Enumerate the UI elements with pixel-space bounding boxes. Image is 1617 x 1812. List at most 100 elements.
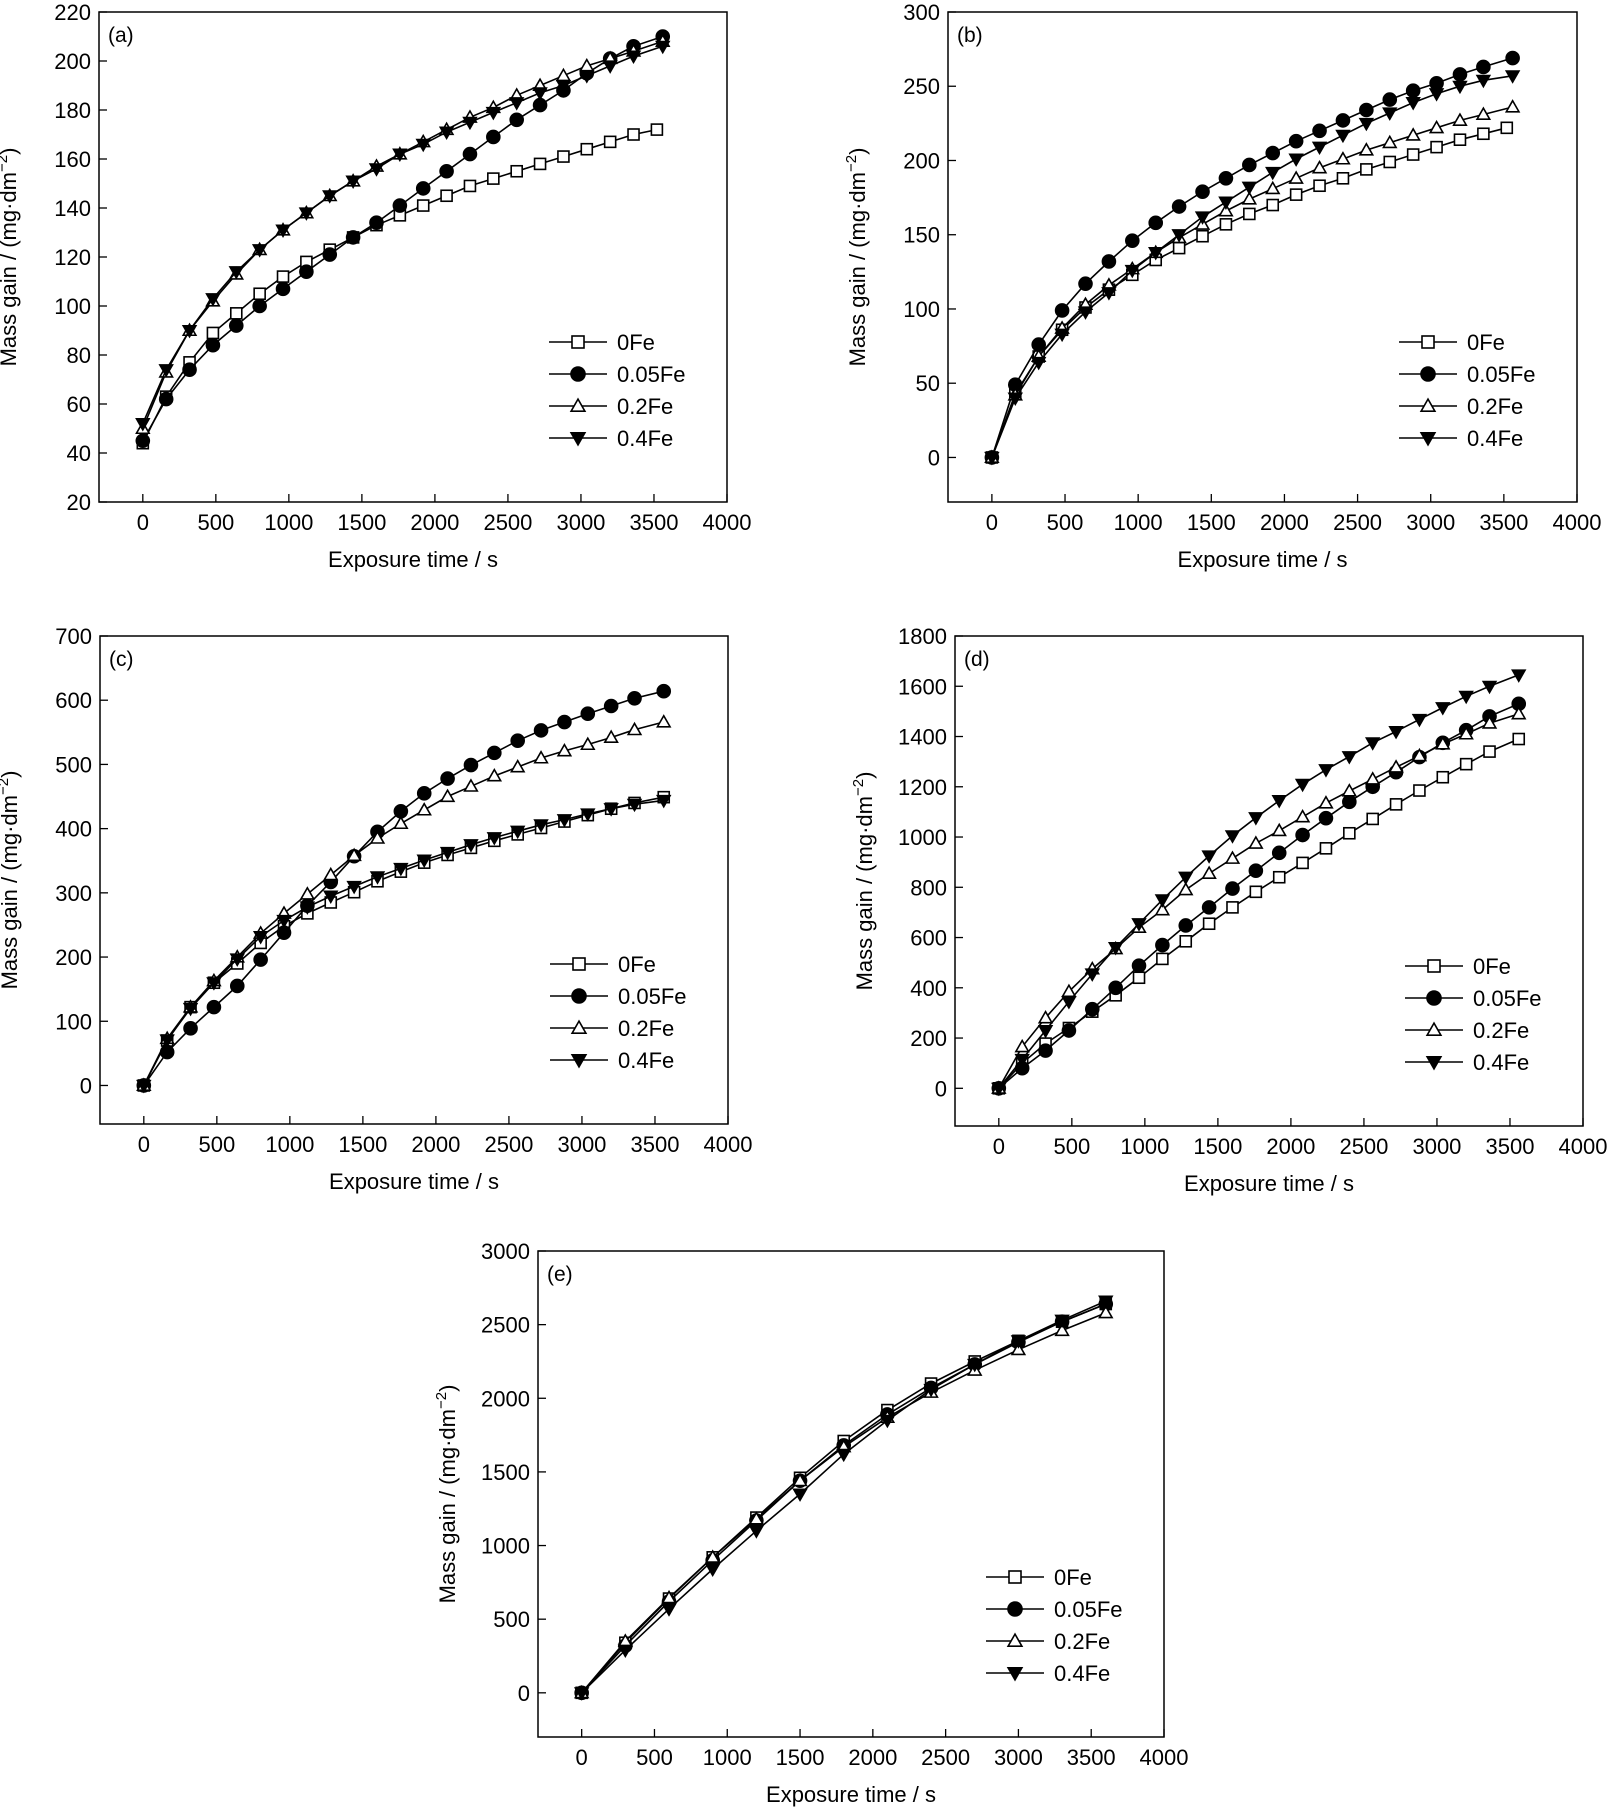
data-point — [1296, 856, 1309, 870]
y-axis-title-main: Mass gain / (mg·dm — [845, 172, 870, 366]
data-point — [792, 1472, 808, 1487]
y-tick-label: 800 — [910, 875, 947, 900]
data-point — [1364, 771, 1381, 785]
data-point — [1054, 1322, 1070, 1337]
data-point — [748, 1525, 765, 1539]
x-tick-label: 4000 — [1553, 510, 1602, 535]
chart-panel-d: 0 500 1000 1500 2000 2500 3000 3500 4000 0 200 400 6… — [850, 624, 1607, 1196]
data-point — [135, 433, 151, 449]
y-tick-label: 2500 — [481, 1313, 530, 1338]
panel-label: (b) — [957, 24, 983, 47]
data-point — [159, 1034, 175, 1048]
x-tick-label: 500 — [1047, 510, 1084, 535]
y-tick-label: 100 — [903, 297, 940, 322]
data-point — [1358, 142, 1375, 156]
y-axis-title-main: Mass gain / (mg·dm — [852, 796, 877, 990]
y-tick-label: 1400 — [898, 725, 947, 750]
y-tick-label: 3000 — [481, 1239, 530, 1264]
y-tick-label: 80 — [67, 343, 91, 368]
data-point — [415, 181, 431, 196]
data-point — [252, 298, 267, 314]
data-point — [1504, 70, 1521, 84]
x-tick-label: 4000 — [704, 1132, 753, 1157]
x-tick-label: 2000 — [410, 510, 459, 535]
data-point — [368, 163, 385, 177]
data-point — [1266, 198, 1280, 212]
y-axis-title-close: ) — [845, 148, 870, 155]
data-point — [135, 418, 151, 432]
y-tick-label: 150 — [903, 223, 940, 248]
legend-label: 0.05Fe — [1467, 362, 1536, 387]
data-point — [1318, 810, 1334, 826]
data-point — [1311, 159, 1328, 174]
legend-label: 0.4Fe — [618, 1048, 674, 1073]
data-point — [580, 706, 596, 721]
data-point — [1429, 75, 1444, 91]
data-point — [580, 808, 596, 822]
data-point — [1061, 1023, 1077, 1038]
data-point — [438, 126, 455, 140]
data-point — [275, 224, 291, 238]
series-0_2Fe — [136, 714, 672, 1092]
data-point — [1007, 392, 1023, 406]
data-point — [1389, 798, 1403, 811]
data-point — [1452, 80, 1468, 95]
data-point — [748, 1511, 765, 1525]
legend-marker — [569, 397, 587, 412]
data-point — [656, 714, 672, 728]
legend-marker — [1008, 1570, 1022, 1584]
data-point — [655, 40, 671, 55]
y-tick-label: 0 — [80, 1073, 92, 1098]
data-point — [1318, 795, 1334, 809]
x-tick-label: 500 — [197, 510, 234, 535]
data-point — [1131, 918, 1147, 932]
y-tick-label: 60 — [67, 392, 91, 417]
data-point — [1388, 759, 1404, 773]
x-tick-label: 1000 — [265, 1132, 314, 1157]
legend: 0Fe 0.05Fe 0.2Fe 0.4Fe — [549, 330, 686, 451]
legend-label: 0.05Fe — [618, 984, 687, 1009]
data-point — [205, 337, 221, 353]
x-tick-label: 2500 — [484, 1132, 533, 1157]
y-tick-label: 200 — [910, 1026, 947, 1051]
data-point — [991, 1082, 1007, 1097]
data-point — [557, 714, 572, 730]
y-tick-label: 300 — [903, 0, 940, 25]
chart-panel-e: 0 500 1000 1500 2000 2500 3000 3500 4000 0 500 1000… — [433, 1239, 1188, 1807]
x-tick-label: 2500 — [1333, 510, 1382, 535]
series-0Fe — [992, 732, 1526, 1095]
legend-marker — [571, 988, 587, 1004]
legend-label: 0Fe — [1467, 330, 1505, 355]
data-point — [1172, 241, 1186, 255]
series-0_4Fe — [573, 1295, 1114, 1701]
y-axis-title-close: ) — [435, 1385, 460, 1392]
x-tick-label: 500 — [198, 1132, 235, 1157]
data-point — [579, 70, 595, 84]
data-point — [323, 866, 339, 881]
x-tick-label: 2500 — [921, 1745, 970, 1770]
data-point — [1500, 121, 1514, 135]
legend-marker — [1419, 432, 1437, 447]
data-point — [1411, 747, 1428, 762]
data-point — [1428, 119, 1445, 134]
x-tick-label: 1500 — [776, 1745, 825, 1770]
y-axis-title-superscript: −2 — [843, 155, 860, 172]
data-point — [1511, 669, 1527, 683]
data-point — [346, 847, 362, 862]
y-axis-title-superscript: −2 — [0, 155, 11, 172]
data-point — [792, 1488, 808, 1502]
data-point — [879, 1414, 896, 1429]
data-point — [1453, 133, 1467, 146]
y-axis-title-main: Mass gain / (mg·dm — [435, 1409, 460, 1603]
series-0Fe — [575, 1297, 1113, 1700]
series-line — [142, 35, 663, 442]
series-line — [143, 690, 664, 1086]
y-tick-label: 0 — [935, 1076, 947, 1101]
data-point — [1288, 153, 1304, 167]
y-axis-title-superscript: −2 — [0, 778, 12, 795]
data-point — [1318, 764, 1334, 778]
data-point — [1288, 170, 1304, 184]
x-axis-title: Exposure time / s — [329, 1169, 499, 1194]
y-axis-title-close: ) — [0, 771, 22, 778]
data-point — [1413, 784, 1426, 797]
